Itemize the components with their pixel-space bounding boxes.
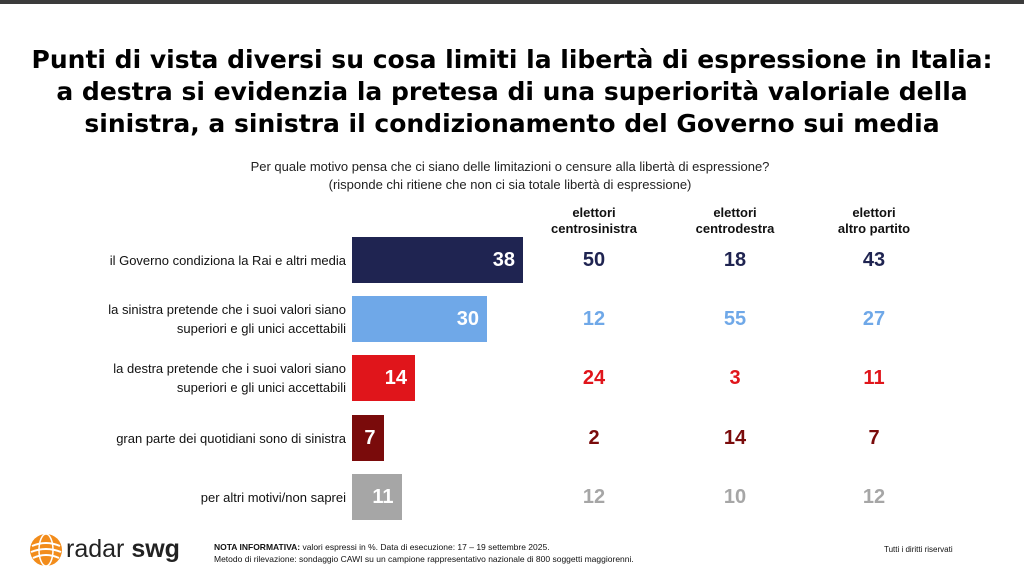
- breakdown-value: 2: [588, 427, 600, 449]
- column-header-line: elettori: [852, 205, 896, 220]
- page-title: Punti di vista diversi su cosa limiti la…: [20, 44, 1004, 140]
- breakdown-value: 12: [862, 486, 886, 508]
- survey-question: Per quale motivo pensa che ci siano dell…: [120, 158, 900, 194]
- column-header-altro-partito: elettori altro partito: [814, 205, 934, 237]
- bar-value-label: 7: [364, 427, 376, 449]
- category-label: gran parte dei quotidiani sono di sinist…: [116, 430, 346, 446]
- breakdown-value: 11: [863, 367, 885, 389]
- category-label: la sinistra pretende che i suoi valori s…: [108, 302, 346, 336]
- column-header-centrodestra: elettori centrodestra: [675, 205, 795, 237]
- column-header-line: elettori: [572, 205, 616, 220]
- bar: [352, 474, 402, 520]
- column-header-line: centrodestra: [695, 221, 775, 236]
- bar-value-label: 11: [372, 486, 394, 508]
- footer-note: NOTA INFORMATIVA: valori espressi in %. …: [214, 541, 634, 565]
- breakdown-value: 12: [582, 308, 606, 330]
- bar: [352, 296, 487, 342]
- breakdown-value: 3: [729, 367, 741, 389]
- title-line: Punti di vista diversi su cosa limiti la…: [31, 45, 993, 74]
- bar-value-label: 30: [456, 308, 479, 330]
- bar: [352, 355, 415, 401]
- bar: [352, 415, 384, 461]
- column-header-centrosinistra: elettori centrosinistra: [534, 205, 654, 237]
- question-note: (risponde chi ritiene che non ci sia tot…: [328, 177, 692, 192]
- category-label: il Governo condiziona la Rai e altri med…: [109, 252, 346, 268]
- breakdown-value: 18: [723, 249, 747, 271]
- breakdown-value: 27: [862, 308, 886, 330]
- breakdown-value: 10: [723, 486, 747, 508]
- column-header-line: centrosinistra: [551, 221, 637, 236]
- title-line: a destra si evidenzia la pretesa di una …: [56, 77, 968, 106]
- breakdown-value: 12: [582, 486, 606, 508]
- breakdown-value: 14: [723, 427, 747, 449]
- column-header-line: elettori: [713, 205, 757, 220]
- question-line: Per quale motivo pensa che ci siano dell…: [250, 159, 770, 174]
- title-line: sinistra, a sinistra il condizionamento …: [84, 109, 940, 138]
- breakdown-value: 24: [582, 367, 606, 389]
- bar-value-label: 14: [384, 367, 407, 389]
- category-label: per altri motivi/non saprei: [200, 489, 346, 505]
- method-text: Metodo di rilevazione: sondaggio CAWI su…: [214, 554, 634, 564]
- logo-radar: radar: [66, 535, 125, 563]
- breakdown-value: 43: [862, 249, 886, 271]
- breakdown-value: 7: [868, 427, 880, 449]
- bar: [352, 237, 523, 283]
- breakdown-value: 55: [723, 308, 747, 330]
- logo-swg: swg: [131, 535, 180, 563]
- column-header-line: altro partito: [837, 221, 911, 236]
- breakdown-value: 50: [582, 249, 606, 271]
- category-label: la destra pretende che i suoi valori sia…: [113, 361, 346, 395]
- orange-globe-icon: [30, 533, 62, 567]
- note-text: valori espressi in %. Data di esecuzione…: [300, 542, 550, 552]
- brand-logo: radar swg: [66, 534, 180, 564]
- rights-notice: Tutti i diritti riservati: [884, 545, 953, 554]
- note-label: NOTA INFORMATIVA:: [214, 542, 301, 552]
- bar-value-label: 38: [492, 249, 515, 271]
- top-bar: [0, 0, 1024, 4]
